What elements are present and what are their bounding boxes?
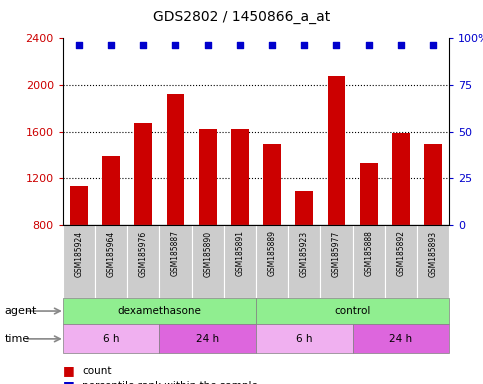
Bar: [134, 123, 152, 225]
Bar: [63, 324, 159, 353]
Text: dexamethasone: dexamethasone: [117, 306, 201, 316]
Text: GSM185889: GSM185889: [268, 230, 277, 276]
Point: [171, 42, 179, 48]
Text: GSM185888: GSM185888: [364, 230, 373, 276]
Text: GSM185887: GSM185887: [171, 230, 180, 276]
Bar: [385, 225, 417, 298]
Point: [300, 42, 308, 48]
Text: GSM185890: GSM185890: [203, 230, 212, 276]
Text: GDS2802 / 1450866_a_at: GDS2802 / 1450866_a_at: [153, 10, 330, 23]
Point: [333, 42, 341, 48]
Text: 6 h: 6 h: [103, 334, 119, 344]
Point: [107, 42, 115, 48]
Text: agent: agent: [5, 306, 37, 316]
Bar: [320, 225, 353, 298]
Bar: [167, 94, 185, 225]
Point: [365, 42, 372, 48]
Text: percentile rank within the sample: percentile rank within the sample: [82, 381, 258, 384]
Point: [75, 42, 83, 48]
Text: time: time: [5, 334, 30, 344]
Text: GSM185977: GSM185977: [332, 230, 341, 277]
Bar: [231, 129, 249, 225]
Bar: [127, 225, 159, 298]
Point: [236, 42, 244, 48]
Bar: [95, 225, 127, 298]
Text: GSM185893: GSM185893: [428, 230, 438, 276]
Text: control: control: [334, 306, 371, 316]
Point: [140, 42, 147, 48]
Bar: [192, 225, 224, 298]
Bar: [63, 225, 95, 298]
Bar: [360, 163, 378, 225]
Text: 24 h: 24 h: [196, 334, 219, 344]
Point: [429, 42, 437, 48]
Text: 6 h: 6 h: [296, 334, 313, 344]
Bar: [63, 298, 256, 324]
Point: [204, 42, 212, 48]
Text: GSM185892: GSM185892: [397, 230, 405, 276]
Point: [268, 42, 276, 48]
Bar: [296, 191, 313, 225]
Point: [397, 42, 405, 48]
Bar: [159, 225, 192, 298]
Text: GSM185924: GSM185924: [74, 230, 84, 276]
Text: GSM185891: GSM185891: [235, 230, 244, 276]
Bar: [224, 225, 256, 298]
Bar: [256, 324, 353, 353]
Bar: [256, 225, 288, 298]
Bar: [263, 144, 281, 225]
Text: ■: ■: [63, 364, 74, 377]
Text: GSM185923: GSM185923: [300, 230, 309, 276]
Text: GSM185976: GSM185976: [139, 230, 148, 277]
Bar: [353, 225, 385, 298]
Text: count: count: [82, 366, 112, 376]
Text: GSM185964: GSM185964: [107, 230, 115, 277]
Bar: [102, 156, 120, 225]
Text: ■: ■: [63, 379, 74, 384]
Bar: [199, 129, 216, 225]
Bar: [256, 298, 449, 324]
Bar: [417, 225, 449, 298]
Bar: [353, 324, 449, 353]
Bar: [70, 186, 88, 225]
Bar: [327, 76, 345, 225]
Bar: [288, 225, 320, 298]
Bar: [392, 133, 410, 225]
Text: 24 h: 24 h: [389, 334, 412, 344]
Bar: [424, 144, 442, 225]
Bar: [159, 324, 256, 353]
